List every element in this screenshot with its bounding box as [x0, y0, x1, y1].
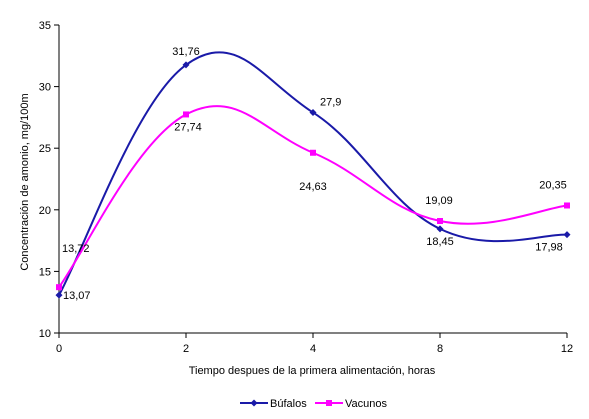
- data-point: [437, 218, 443, 225]
- data-point: [56, 284, 62, 291]
- legend-item-2: Vacunos: [315, 398, 387, 410]
- legend-marker: [250, 399, 258, 407]
- legend-item-1: Búfalos: [240, 398, 307, 410]
- series-line: [58, 104, 568, 288]
- data-label: 31,76: [172, 46, 200, 58]
- x-axis-label: Tiempo despues de la primera alimentació…: [189, 365, 436, 377]
- series-2: 13,72 27,74 24,63 19,09 20,35: [56, 104, 570, 291]
- x-tick-label: 8: [437, 343, 443, 355]
- legend-label: Búfalos: [270, 398, 307, 410]
- y-tick-label: 10: [39, 328, 51, 340]
- legend-label: Vacunos: [345, 398, 387, 410]
- x-tick-label: 0: [56, 343, 62, 355]
- data-point: [55, 291, 63, 299]
- data-point: [563, 231, 571, 239]
- data-point: [183, 111, 189, 118]
- y-axis-label: Concentración de amonio, mg/100m: [19, 93, 31, 270]
- y-axis: 10 15 20 25 30 35: [39, 20, 60, 340]
- y-tick-label: 35: [39, 20, 51, 32]
- data-label: 24,63: [299, 181, 327, 193]
- data-label: 17,98: [535, 242, 563, 254]
- y-tick-label: 20: [39, 205, 51, 217]
- data-label: 13,07: [63, 290, 91, 302]
- data-label: 18,45: [426, 236, 454, 248]
- x-tick-label: 2: [183, 343, 189, 355]
- data-point: [309, 108, 317, 116]
- data-point: [310, 149, 316, 156]
- legend-marker: [326, 400, 332, 406]
- data-label: 27,74: [174, 121, 202, 133]
- data-label: 13,72: [62, 243, 90, 255]
- x-tick-label: 12: [561, 343, 573, 355]
- x-tick-label: 4: [310, 343, 316, 355]
- data-label: 27,9: [320, 96, 341, 108]
- data-label: 20,35: [539, 179, 567, 191]
- series-line: [58, 51, 568, 296]
- data-point: [436, 225, 444, 233]
- y-tick-label: 15: [39, 266, 51, 278]
- y-tick-label: 30: [39, 82, 51, 94]
- series-1: 13,07 31,76 27,9 18,45 17,98: [55, 46, 571, 302]
- data-label: 19,09: [425, 195, 453, 207]
- x-axis: 0 2 4 8 12: [56, 332, 573, 355]
- y-tick-label: 25: [39, 143, 51, 155]
- legend: Búfalos Vacunos: [240, 398, 387, 410]
- data-point: [564, 202, 570, 209]
- data-point: [182, 61, 190, 69]
